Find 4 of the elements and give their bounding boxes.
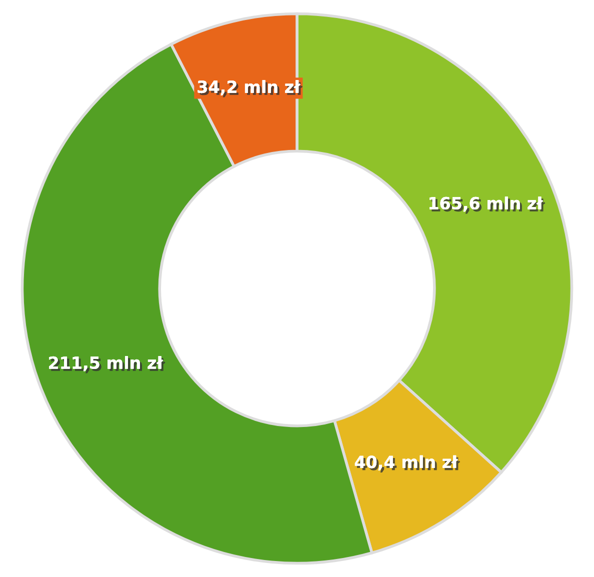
data-label: 211,5 mln zł [49,356,166,374]
data-label: 34,2 mln zł [198,80,303,98]
data-label: 40,4 mln zł [354,455,460,472]
data-label: 165,6 mln zł [430,196,546,214]
